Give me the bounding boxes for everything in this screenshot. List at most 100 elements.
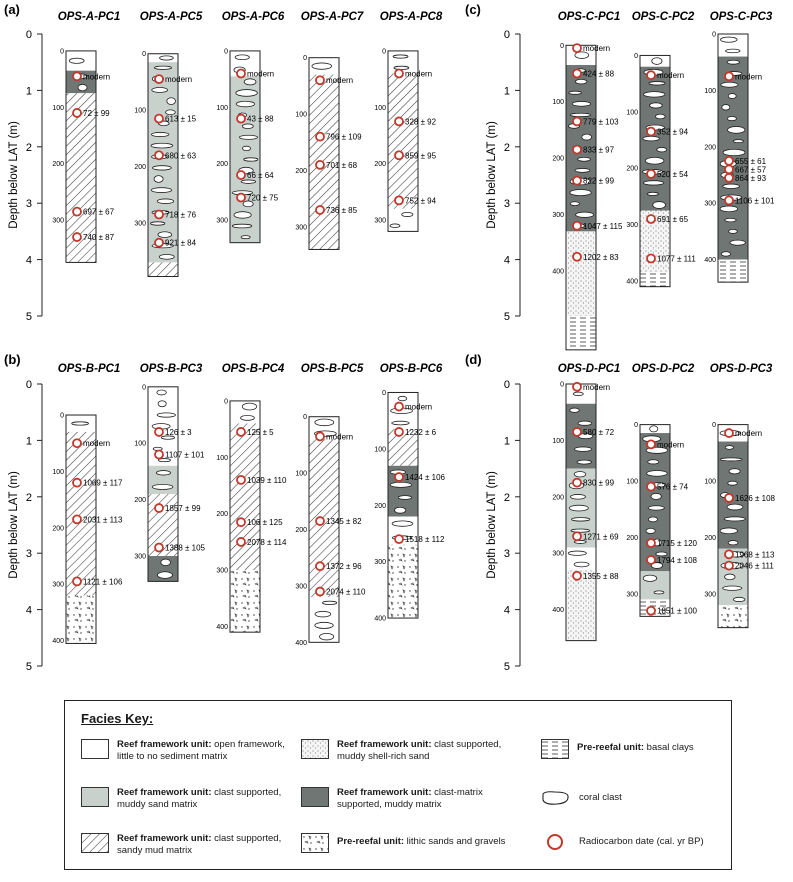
coral-clast	[732, 139, 744, 144]
coral-clast	[642, 574, 658, 582]
coral-clast	[727, 540, 739, 546]
core-OPS-C-PC1: OPS-C-PC1 0 100 200 300 400 modern 424 ± 88 779 …	[552, 11, 623, 351]
coral-clast	[573, 471, 587, 478]
radiocarbon-date-marker	[646, 605, 656, 616]
coral-clast	[568, 90, 582, 95]
key-item-shell-sand: Reef framework unit: clast supported, mu…	[301, 739, 511, 763]
radiocarbon-date-label: 1794 ± 108	[657, 556, 698, 565]
core-depth-cm-label: 100	[704, 479, 716, 486]
radiocarbon-date-marker	[236, 113, 246, 124]
radiocarbon-date-marker	[724, 493, 734, 503]
coral-clast	[571, 101, 591, 107]
coral-clast	[569, 407, 580, 413]
coral-clast	[726, 116, 737, 122]
core-OPS-B-PC3: OPS-B-PC3 0 100 200 300 126 ± 3 1107 ± 101 1857…	[134, 363, 206, 582]
core-depth-cm-label: 200	[704, 535, 716, 542]
radiocarbon-date-marker	[154, 449, 164, 460]
facies-unit-lithic	[66, 595, 96, 644]
core-depth-cm-label: 300	[216, 568, 228, 575]
radiocarbon-date-label: 328 ± 92	[405, 117, 437, 126]
radiocarbon-date-marker	[572, 175, 582, 186]
radiocarbon-date-marker	[236, 537, 246, 547]
axis-tick-label: 3	[504, 548, 510, 560]
core-outline	[639, 424, 671, 617]
radiocarbon-date-marker	[72, 514, 82, 525]
core-OPS-D-PC1: OPS-D-PC1 0 100 200 300 400 modern 580 ± 72 830 …	[552, 363, 620, 642]
coral-clast	[322, 600, 338, 605]
radiocarbon-date-marker	[315, 431, 325, 442]
radiocarbon-date-label: 779 ± 103	[583, 117, 619, 126]
axis-tick-label: 5	[504, 311, 510, 323]
coral-clast	[577, 420, 593, 426]
core-outline	[387, 50, 419, 232]
core-depth-cm-label: 200	[626, 166, 638, 173]
radiocarbon-date-label: 1626 ± 108	[735, 494, 776, 503]
axis-tick-label: 2	[26, 492, 32, 504]
radiocarbon-date-marker	[724, 195, 734, 206]
panel-3: (d) 0 1 2 3 4 5 Depth below LAT (m) OPS-D-PC1 0 10…	[465, 352, 776, 673]
coral-clast	[573, 561, 590, 568]
coral-clast	[644, 156, 665, 165]
panel-label: (b)	[4, 352, 21, 367]
core-depth-cm-label: 0	[224, 398, 228, 405]
clast-matrix-swatch	[301, 787, 329, 807]
coral-clast	[155, 470, 171, 476]
core-depth-cm-label: 0	[224, 48, 228, 55]
depth-axis-title: Depth below LAT (m)	[486, 471, 498, 579]
facies-unit-sandy-mud	[66, 93, 96, 260]
panel-label: (a)	[4, 2, 20, 17]
coral-clast	[646, 470, 668, 477]
radiocarbon-date-marker	[572, 43, 582, 53]
radiocarbon-date-label: 424 ± 88	[583, 69, 615, 78]
core-depth-cm-label: 0	[60, 48, 64, 55]
coral-clast	[153, 65, 172, 70]
core-depth-cm-label: 100	[134, 108, 146, 115]
radiocarbon-date-marker	[236, 192, 246, 203]
core-title: OPS-C-PC2	[632, 11, 695, 23]
radiocarbon-date-marker	[394, 472, 404, 482]
axis-tick-label: 1	[504, 85, 510, 97]
core-title: OPS-A-PC8	[380, 11, 443, 23]
key-item-lithic: Pre-reefal unit: lithic sands and gravel…	[301, 833, 511, 853]
basal-clay-swatch	[541, 739, 569, 759]
radiocarbon-date-marker	[72, 576, 82, 587]
coral-clast	[241, 123, 254, 129]
radiocarbon-date-marker	[394, 116, 404, 127]
core-OPS-B-PC1: OPS-B-PC1 0 100 200 300 400 modern 1069 ± 117 20…	[52, 363, 123, 645]
radiocarbon-date-label: 718 ± 76	[165, 210, 197, 219]
coral-clast	[577, 156, 591, 162]
core-title: OPS-B-PC3	[140, 363, 203, 375]
coral-clast	[165, 109, 176, 116]
radiocarbon-date-marker	[236, 170, 246, 180]
radiocarbon-date-marker	[572, 427, 582, 437]
core-depth-cm-label: 0	[142, 384, 146, 391]
radiocarbon-date-marker	[72, 206, 82, 217]
core-OPS-C-PC3: OPS-C-PC3 0 100 200 300 400 modern 655 ± 61667 …	[704, 11, 775, 283]
key-item-coral-clast: coral clast	[541, 789, 726, 807]
coral-clast	[391, 520, 414, 527]
core-depth-cm-label: 400	[626, 279, 638, 286]
core-depth-cm-label: 300	[626, 591, 638, 598]
coral-clast	[150, 221, 166, 226]
core-depth-cm-label: 100	[374, 446, 386, 453]
axis-tick-label: 4	[26, 605, 32, 617]
core-depth-cm-label: 200	[295, 527, 307, 534]
axis-tick-label: 2	[26, 142, 32, 154]
axis-tick-label: 1	[504, 435, 510, 447]
radiocarbon-date-label: 1388 ± 105	[165, 544, 206, 553]
radiocarbon-date-label: 125 ± 5	[247, 428, 274, 437]
radiocarbon-date-marker	[646, 481, 656, 492]
coral-clast	[720, 36, 738, 43]
radiocarbon-date-label: modern	[165, 75, 192, 84]
radiocarbon-date-label: 72 ± 99	[83, 109, 110, 118]
core-depth-cm-label: 200	[52, 525, 64, 532]
radiocarbon-date-label: 720 ± 75	[247, 194, 279, 203]
coral-clast	[651, 57, 663, 65]
radiocarbon-date-label: 1715 ± 120	[657, 539, 698, 548]
radiocarbon-date-label: 921 ± 84	[165, 239, 197, 248]
coral-clast	[153, 175, 164, 183]
coral-clast	[157, 458, 171, 463]
facies-unit-muddy-sand	[640, 571, 670, 600]
panel-label: (d)	[465, 352, 482, 367]
